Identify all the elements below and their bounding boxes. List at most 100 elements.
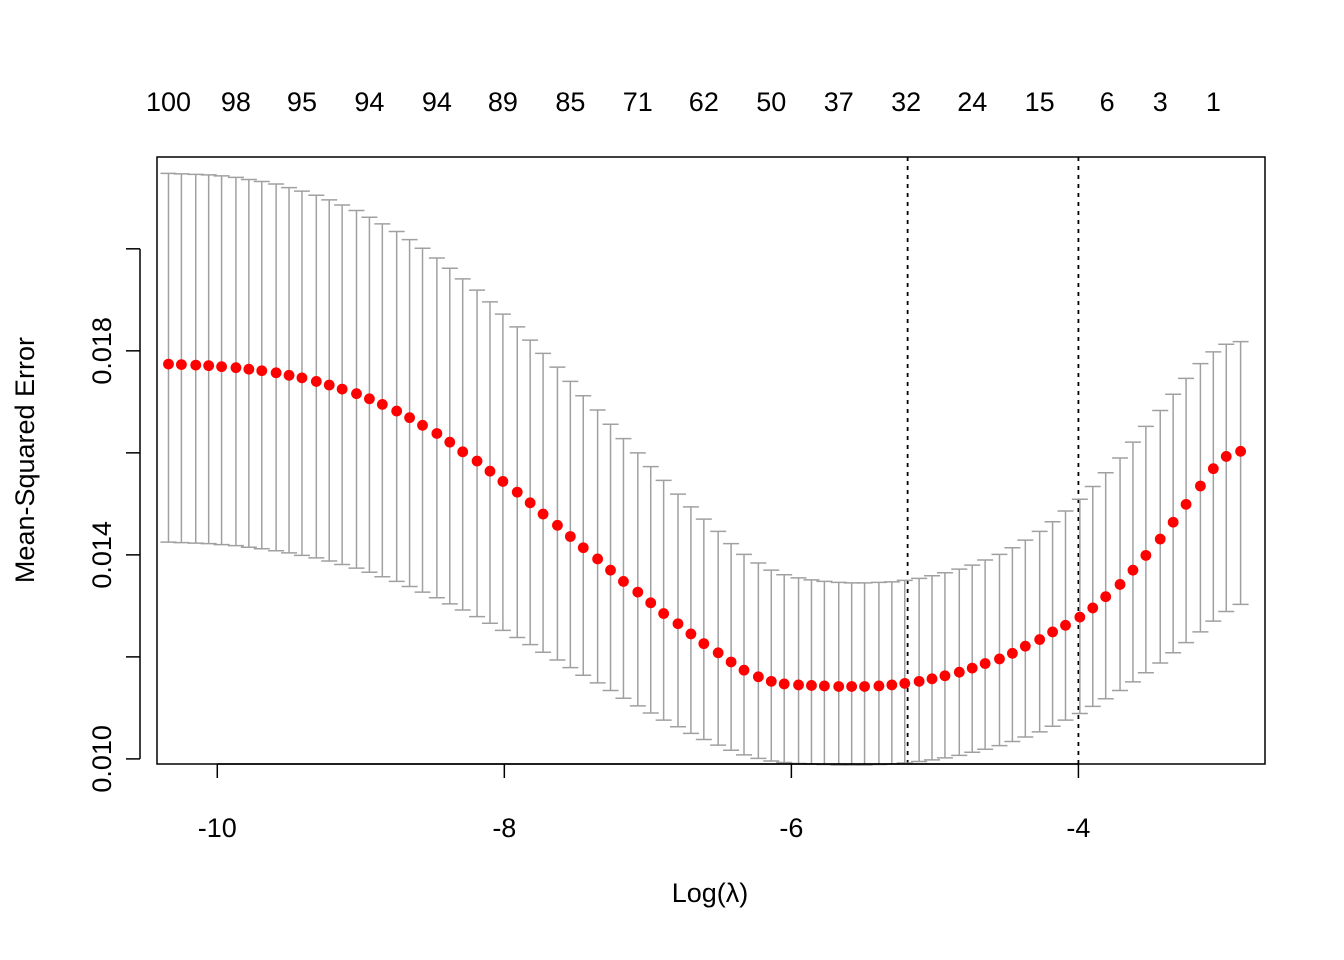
mse-point	[511, 486, 523, 498]
error-bar	[816, 580, 833, 766]
error-bar	[454, 278, 471, 611]
top-axis-label: 95	[287, 87, 317, 117]
mse-point	[296, 372, 308, 384]
error-bar	[736, 553, 753, 756]
error-bar	[629, 452, 646, 707]
mse-point	[1207, 463, 1219, 475]
error-bar	[469, 289, 486, 618]
mse-point	[552, 519, 563, 531]
errorbar-layer	[160, 172, 1249, 766]
x-tick-label: -4	[1066, 813, 1090, 843]
top-axis-label: 1	[1206, 87, 1221, 117]
error-bar	[522, 339, 539, 646]
mse-point	[417, 419, 428, 431]
mse-point	[765, 675, 777, 687]
top-axis-label: 15	[1025, 87, 1055, 117]
error-bar	[896, 579, 913, 764]
error-bar	[1057, 510, 1074, 721]
mse-point	[1140, 549, 1152, 561]
mse-point	[404, 412, 416, 424]
mse-point	[1127, 564, 1139, 576]
x-axis-title: Log(λ)	[672, 878, 749, 908]
mse-point	[818, 680, 830, 692]
x-tick-label: -6	[779, 813, 803, 843]
top-axis-label: 32	[891, 87, 921, 117]
error-bar	[883, 581, 900, 765]
error-bar	[1044, 520, 1061, 728]
mse-point	[1154, 533, 1166, 545]
mse-point	[1235, 445, 1247, 457]
mse-point	[1019, 640, 1031, 652]
top-axis-label: 71	[623, 87, 653, 117]
error-bar	[253, 180, 270, 550]
top-axis-label: 98	[221, 87, 251, 117]
error-bar	[790, 577, 807, 765]
mse-point	[698, 638, 710, 650]
error-bar	[695, 518, 712, 741]
top-axis-label: 62	[689, 87, 719, 117]
error-bar	[856, 582, 873, 766]
error-bar	[1192, 362, 1209, 633]
mse-point	[256, 365, 268, 377]
error-bar	[803, 579, 820, 765]
mse-point	[1180, 498, 1192, 510]
mse-point	[376, 398, 388, 410]
error-bar	[213, 175, 230, 546]
mse-point	[1167, 516, 1179, 528]
vline-layer	[906, 157, 1080, 764]
error-bar	[509, 326, 526, 639]
mse-point	[953, 666, 965, 678]
error-bar	[1137, 425, 1154, 674]
y-tick-label: 0.018	[87, 317, 117, 385]
mse-point	[1047, 626, 1058, 638]
error-bar	[1124, 441, 1141, 683]
top-axis-label: 85	[555, 87, 585, 117]
mse-point	[1195, 480, 1206, 492]
error-bar	[936, 571, 953, 759]
mse-point	[364, 393, 375, 405]
top-axis-label: 89	[488, 87, 518, 117]
mse-point	[564, 531, 576, 542]
error-bar	[1218, 343, 1235, 613]
error-bar	[1084, 485, 1101, 708]
mse-point	[243, 363, 255, 375]
mse-point	[926, 673, 938, 685]
mse-point	[1220, 451, 1232, 462]
mse-point	[175, 359, 187, 371]
error-bar	[535, 352, 552, 654]
error-bar	[911, 577, 928, 763]
mse-point	[216, 361, 227, 373]
mse-point	[163, 358, 174, 370]
top-axis-label: 100	[146, 87, 191, 117]
y-axis-title: Mean-Squared Error	[10, 337, 40, 583]
point-layer	[163, 358, 1247, 692]
error-bar	[977, 559, 994, 750]
mse-point	[471, 455, 483, 467]
error-bar	[602, 423, 619, 692]
y-tick-label: 0.014	[87, 521, 117, 589]
error-bar	[1071, 498, 1088, 715]
mse-point	[1006, 647, 1018, 659]
error-bar	[1178, 377, 1195, 644]
error-bar	[240, 178, 257, 548]
mse-point	[873, 680, 885, 692]
y-tick-label: 0.010	[87, 725, 117, 793]
mse-point	[833, 681, 845, 692]
error-bar	[428, 257, 445, 599]
error-bar	[951, 568, 968, 757]
mse-point	[725, 656, 737, 668]
mse-point	[605, 564, 616, 576]
error-bar	[682, 506, 699, 735]
mse-point	[1114, 579, 1126, 590]
error-bar	[160, 172, 177, 543]
mse-point	[913, 675, 925, 687]
mse-point	[778, 678, 790, 690]
error-bar	[200, 174, 217, 545]
error-bar	[776, 574, 793, 764]
mse-point	[738, 664, 750, 676]
mse-point	[203, 360, 215, 372]
mse-point	[806, 680, 817, 691]
top-axis-label: 37	[824, 87, 854, 117]
mse-point	[444, 436, 456, 448]
